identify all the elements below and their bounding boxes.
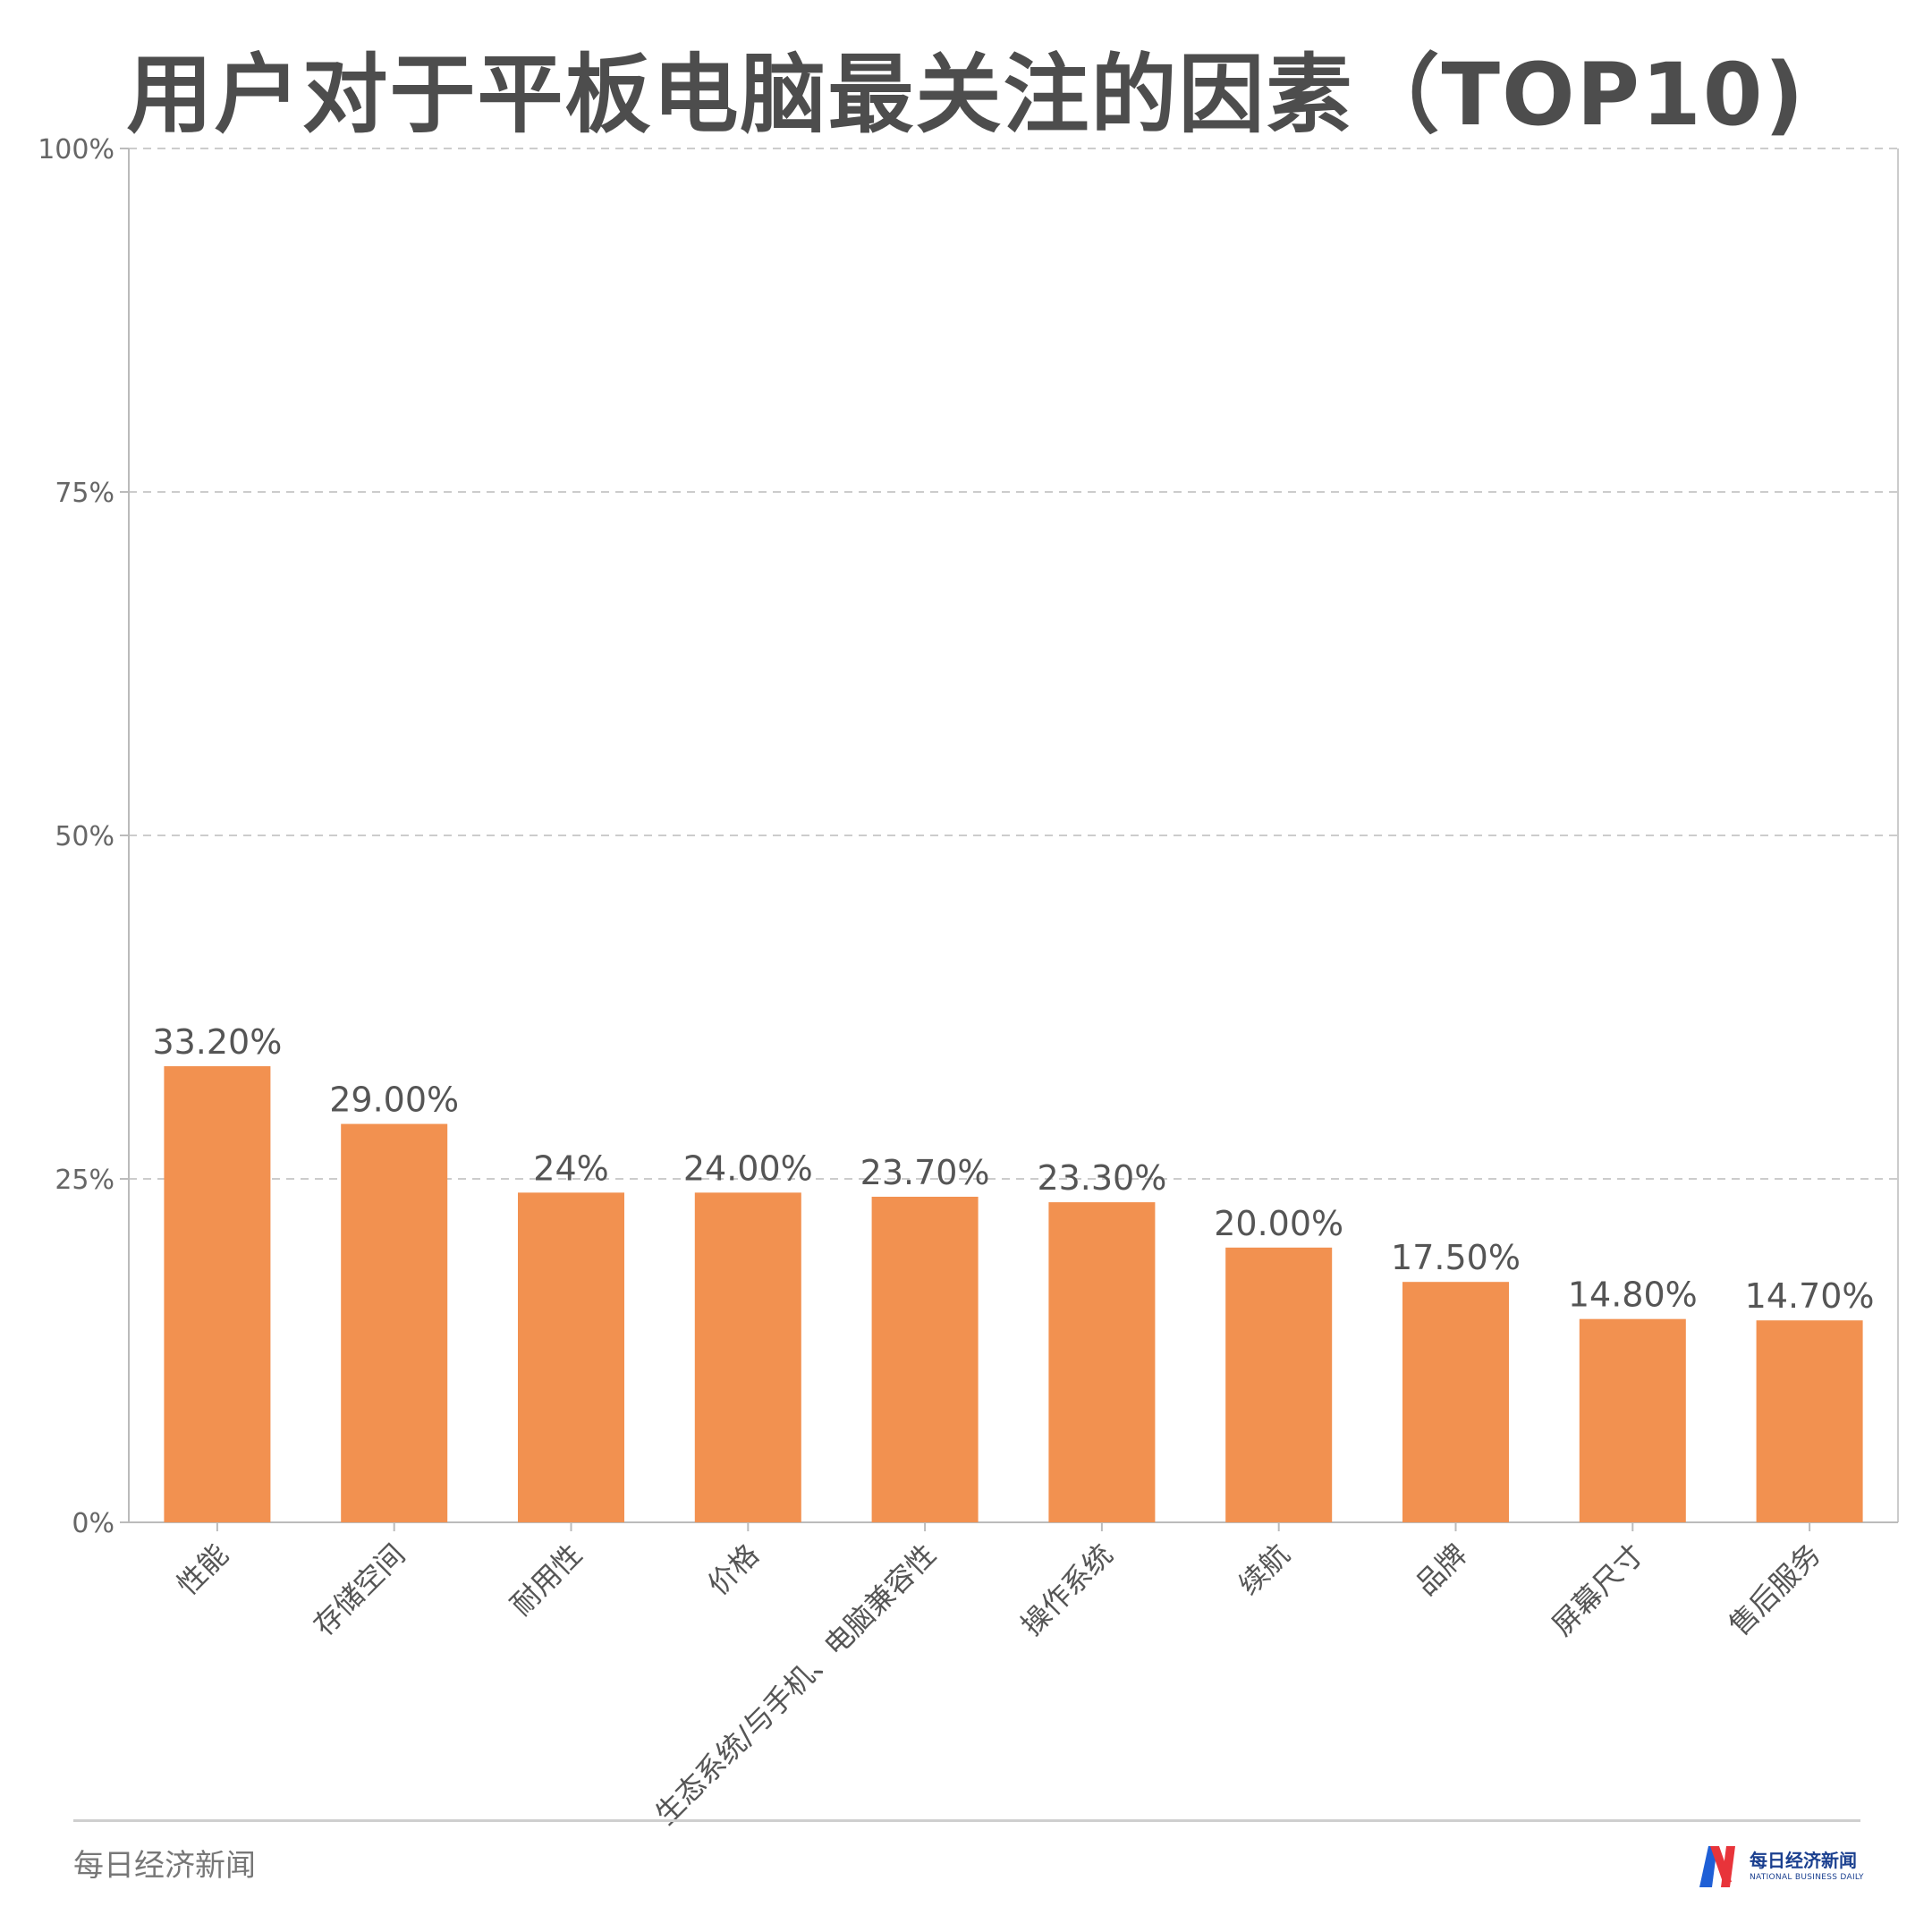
tick-labels: 0% 25% 50% 75% 100% 性能 存储空间 耐用性 价格生态系统/与手机、电脑兼容性… xyxy=(38,134,1827,1831)
x-tick-label: 续航 xyxy=(1232,1538,1296,1602)
chart-title: 用户对于平板电脑最关注的因素（TOP10) xyxy=(126,45,1806,145)
x-tick-label: 存储空间 xyxy=(307,1538,411,1642)
footer-source: 每日经济新闻 xyxy=(73,1848,256,1884)
bar xyxy=(341,1123,448,1522)
bar xyxy=(694,1192,801,1522)
brand-logo: 每日经济新闻 NATIONAL BUSINESS DAILY xyxy=(1696,1843,1866,1894)
logo-text-cn: 每日经济新闻 xyxy=(1750,1850,1857,1871)
bar xyxy=(871,1196,979,1522)
grid-lines xyxy=(129,148,1898,1180)
data-label: 17.50% xyxy=(1391,1238,1521,1277)
x-tick-label: 价格 xyxy=(701,1538,766,1602)
bar xyxy=(518,1192,624,1522)
y-tick-label: 50% xyxy=(55,821,114,852)
bars xyxy=(164,1066,1863,1522)
logo-text-en: NATIONAL BUSINESS DAILY xyxy=(1750,1873,1864,1882)
y-tick-label: 75% xyxy=(55,478,114,509)
bar xyxy=(1225,1247,1333,1522)
bar xyxy=(1048,1202,1156,1522)
data-label: 29.00% xyxy=(329,1080,459,1120)
x-tick-label: 操作系统 xyxy=(1014,1538,1119,1642)
x-tick-label: 品牌 xyxy=(1409,1538,1473,1602)
logo-mark-icon xyxy=(1699,1846,1735,1887)
bar xyxy=(164,1066,271,1522)
data-labels: 33.20% 29.00% 24% 24.00% 23.70% 23.30% 20.00% 1… xyxy=(152,1022,1874,1316)
bar xyxy=(1402,1282,1509,1522)
y-tick-label: 0% xyxy=(72,1508,114,1539)
x-tick-label: 售后服务 xyxy=(1722,1538,1826,1642)
data-label: 23.70% xyxy=(860,1153,990,1192)
y-tick-label: 100% xyxy=(38,134,114,165)
data-label: 33.20% xyxy=(152,1022,282,1062)
data-label: 14.80% xyxy=(1568,1275,1698,1315)
data-label: 20.00% xyxy=(1214,1204,1343,1243)
bar xyxy=(1756,1320,1863,1522)
x-tick-label: 生态系统/与手机、电脑兼容性 xyxy=(648,1538,943,1832)
footer-divider xyxy=(73,1819,1860,1822)
x-tick-label: 屏幕尺寸 xyxy=(1546,1538,1650,1642)
data-label: 24% xyxy=(533,1148,608,1188)
data-label: 14.70% xyxy=(1745,1276,1875,1316)
bar xyxy=(1579,1318,1686,1522)
x-tick-label: 耐用性 xyxy=(504,1538,589,1623)
x-tick-label: 性能 xyxy=(170,1538,234,1602)
y-tick-label: 25% xyxy=(55,1165,114,1196)
data-label: 24.00% xyxy=(683,1148,813,1188)
data-label: 23.30% xyxy=(1037,1158,1166,1198)
